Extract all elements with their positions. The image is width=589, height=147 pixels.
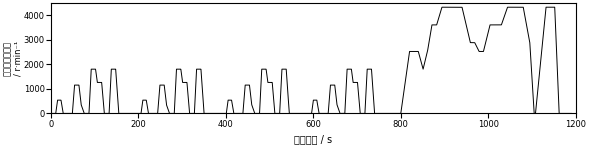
X-axis label: 测试时间 / s: 测试时间 / s [294, 134, 332, 144]
Y-axis label: 后桥输入端转速
/ r·min⁻¹: 后桥输入端转速 / r·min⁻¹ [3, 40, 22, 76]
